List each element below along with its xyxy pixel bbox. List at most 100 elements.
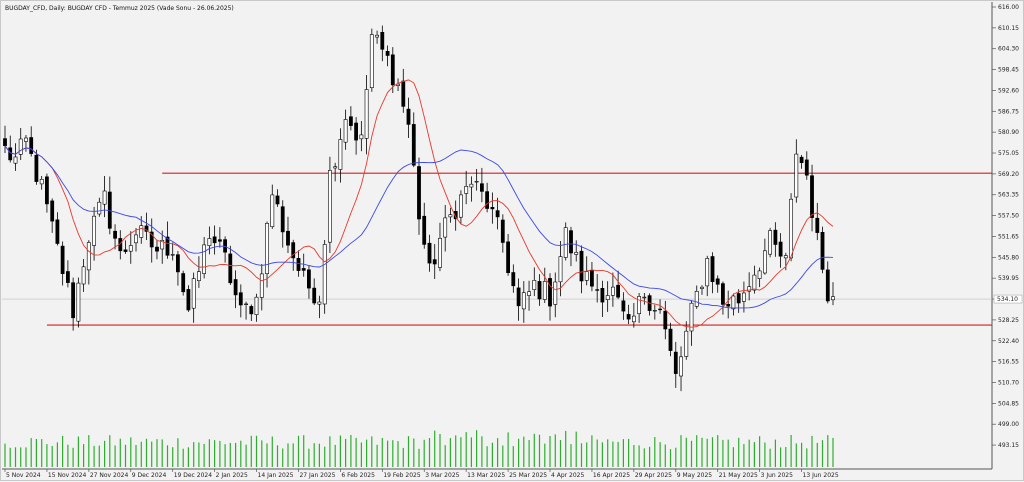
candle xyxy=(825,261,830,304)
volume-bar xyxy=(387,440,389,467)
candle xyxy=(579,245,584,294)
candle xyxy=(354,117,359,155)
volume-bar xyxy=(14,447,17,467)
volume-bar xyxy=(324,446,326,467)
volume-bar xyxy=(229,442,231,467)
time-tick-label: 14 Jan 2025 xyxy=(258,472,294,479)
candle xyxy=(804,151,809,180)
candle xyxy=(86,240,91,285)
candle xyxy=(333,162,338,182)
time-tick-label: 6 Feb 2025 xyxy=(341,472,375,479)
volume-bar xyxy=(795,443,797,467)
volume-bar xyxy=(764,442,766,467)
volume-bar xyxy=(559,440,562,467)
candle xyxy=(348,106,353,131)
candle xyxy=(422,202,427,249)
volume-bar xyxy=(827,435,829,467)
volume-bar xyxy=(732,447,734,467)
candle xyxy=(705,255,710,297)
volume-bar xyxy=(497,438,499,467)
volume-bar xyxy=(601,442,603,467)
time-axis: 5 Nov 2024 15 Nov 2024 27 Nov 2024 9 Dec 20… xyxy=(4,469,839,479)
volume-bar xyxy=(20,447,22,467)
volume-bar xyxy=(780,447,782,467)
volume-bar xyxy=(407,436,410,467)
volume-bar xyxy=(821,440,824,467)
volume-bar xyxy=(303,435,305,467)
candle xyxy=(71,277,76,331)
candle xyxy=(18,128,23,160)
candle xyxy=(76,277,81,328)
volume-bar xyxy=(533,433,535,467)
candle xyxy=(757,267,762,288)
time-tick-label: 13 Mar 2025 xyxy=(467,472,505,479)
volume-bar xyxy=(46,444,48,467)
volume-bar xyxy=(402,447,404,467)
volume-bar xyxy=(711,437,714,467)
volume-bar xyxy=(575,431,577,467)
candle xyxy=(390,47,395,93)
volume-bar xyxy=(748,439,750,467)
volume-bar xyxy=(554,434,556,467)
volume-bar xyxy=(455,435,457,467)
volume-bar xyxy=(434,430,436,467)
candle xyxy=(343,109,348,150)
volume-bar xyxy=(297,435,300,467)
time-tick-label: 9 Dec 2024 xyxy=(132,472,167,479)
volume-bar xyxy=(518,438,520,467)
candle xyxy=(605,281,610,312)
price-tick-label: 592.60 xyxy=(998,87,1019,94)
current-price-label: 534.10 xyxy=(997,296,1018,303)
volume-bar xyxy=(119,438,121,467)
candle xyxy=(511,264,516,293)
volume-bar xyxy=(161,439,163,467)
volume-bar xyxy=(785,447,787,467)
candle xyxy=(736,289,741,313)
candle xyxy=(820,226,825,274)
candle xyxy=(668,322,673,357)
volume-bar xyxy=(62,435,64,467)
candle xyxy=(589,262,594,292)
candle xyxy=(29,126,34,157)
volume-bars xyxy=(4,430,834,467)
volume-bar xyxy=(465,432,467,467)
volume-bar xyxy=(481,436,483,467)
candle xyxy=(731,293,736,316)
candle xyxy=(375,30,380,44)
volume-bar xyxy=(502,445,504,467)
time-tick-label: 19 Feb 2025 xyxy=(383,472,421,479)
volume-bar xyxy=(491,442,493,467)
volume-bar xyxy=(355,437,357,467)
candle xyxy=(516,278,521,321)
volume-bar xyxy=(109,435,111,467)
volume-bar xyxy=(816,442,818,467)
volume-bar xyxy=(759,436,761,467)
candle xyxy=(658,299,663,314)
candle xyxy=(700,285,704,295)
candle xyxy=(448,207,453,223)
time-tick-label: 19 Dec 2024 xyxy=(174,472,213,479)
candle xyxy=(616,270,621,300)
volume-bar xyxy=(77,436,79,467)
candle xyxy=(553,272,558,318)
volume-bar xyxy=(114,445,116,467)
volume-bar xyxy=(801,442,803,467)
candle xyxy=(783,252,788,271)
moving-average-line xyxy=(4,79,834,328)
candle xyxy=(301,253,306,277)
candle xyxy=(218,227,222,248)
plot-area xyxy=(2,2,992,469)
volume-bar xyxy=(187,447,189,467)
volume-bar xyxy=(617,441,619,467)
time-tick-label: 15 Nov 2024 xyxy=(48,472,87,479)
volume-bar xyxy=(444,445,446,467)
candle xyxy=(97,197,102,217)
volume-bar xyxy=(523,436,525,467)
volume-bar xyxy=(245,444,247,467)
volume-bar xyxy=(271,436,273,467)
candle xyxy=(778,233,783,268)
time-tick-label: 27 Nov 2024 xyxy=(90,472,129,479)
volume-bar xyxy=(4,443,6,467)
volume-bar xyxy=(88,435,90,467)
